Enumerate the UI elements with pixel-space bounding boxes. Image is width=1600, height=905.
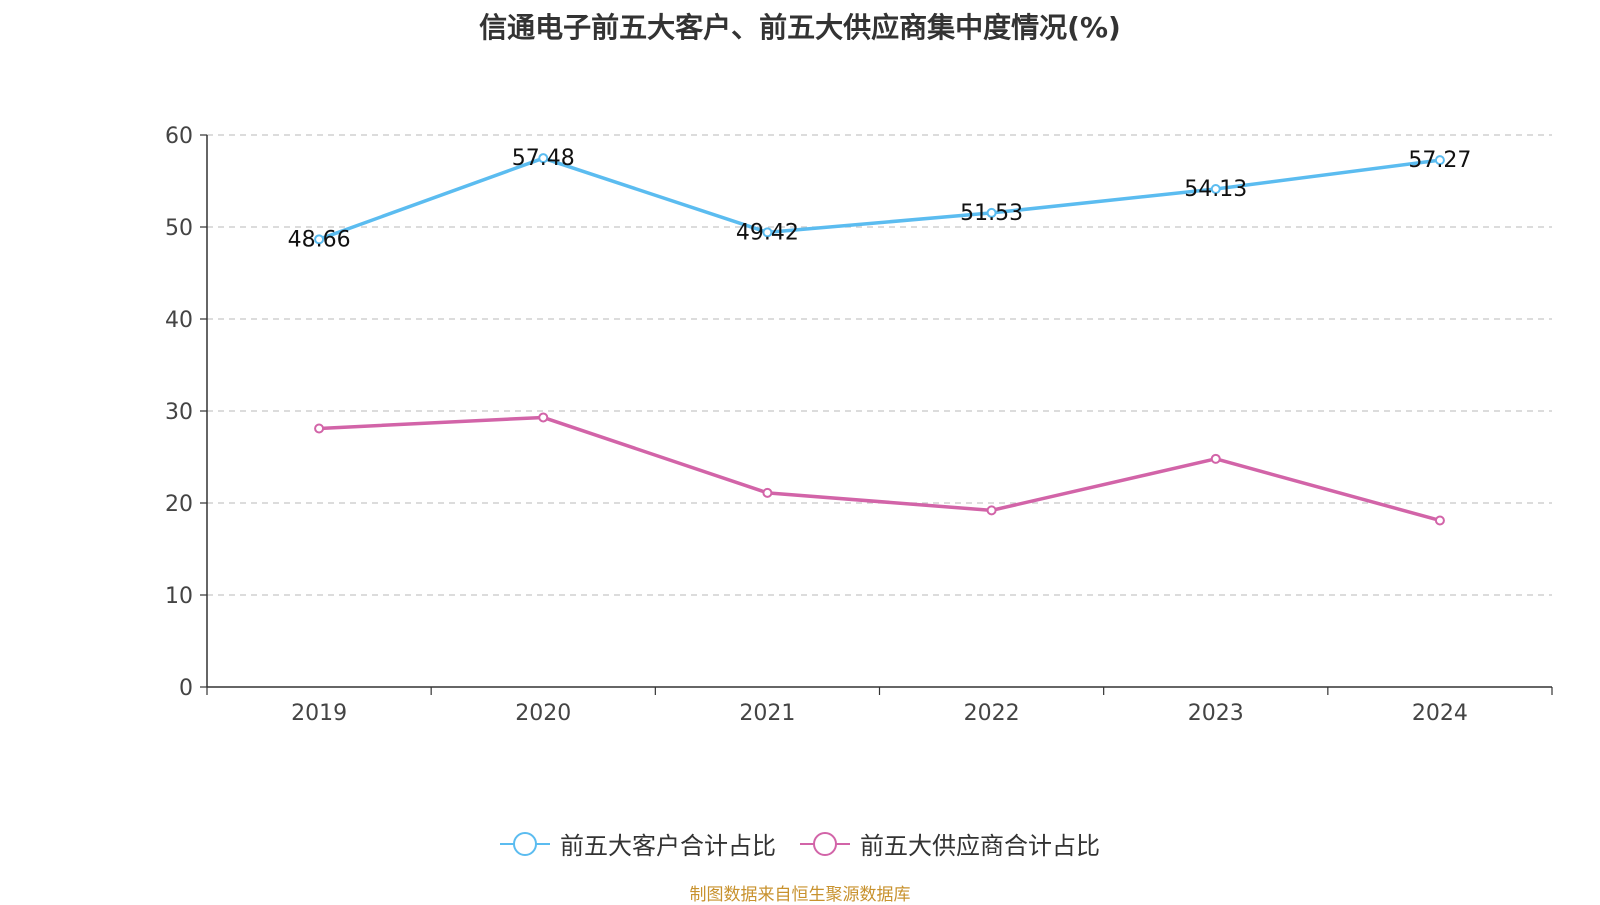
x-tick-label: 2019 [291,701,347,726]
legend: 前五大客户合计占比 前五大供应商合计占比 [0,826,1600,861]
data-label: 54.13 [1184,177,1247,202]
data-point[interactable] [314,423,325,434]
label-layer: 48.66 57.48 49.42 51.53 54.13 57.27 [288,146,1472,252]
y-tick-label: 10 [165,584,193,609]
legend-circle-customers [513,831,537,856]
data-point[interactable] [986,207,997,218]
y-tick-label: 0 [179,676,193,701]
data-point[interactable] [1434,515,1445,526]
data-label: 48.66 [288,227,351,252]
data-label: 57.48 [512,146,575,171]
legend-circle-suppliers [813,831,837,856]
data-point[interactable] [1210,453,1221,464]
legend-label-suppliers: 前五大供应商合计占比 [860,832,1100,860]
y-tick-label: 60 [165,124,193,149]
data-point[interactable] [1210,184,1221,195]
legend-item-suppliers[interactable]: 前五大供应商合计占比 [800,826,1100,861]
series-layer [314,153,1445,526]
data-point[interactable] [762,227,773,238]
series-line [318,156,1441,241]
legend-label-customers: 前五大客户合计占比 [560,832,776,860]
legend-marker-customers [500,831,550,856]
data-point[interactable] [538,412,549,423]
grid-layer [207,134,1552,596]
x-tick-label: 2023 [1188,701,1244,726]
data-label: 49.42 [736,220,799,245]
legend-marker-suppliers [800,831,850,856]
data-label: 51.53 [960,201,1023,226]
y-tick-label: 20 [165,492,193,517]
axis-layer: 0 10 20 30 40 50 60 2019 2020 2021 2022 2023 2024 [165,124,1553,726]
source-note: 制图数据来自恒生聚源数据库 [689,885,911,905]
series-line [318,415,1441,523]
data-point[interactable] [986,505,997,516]
x-tick-label: 2021 [739,701,795,726]
data-point[interactable] [314,234,325,245]
data-point[interactable] [538,153,549,164]
data-point[interactable] [1434,155,1445,166]
x-tick-label: 2022 [964,701,1020,726]
x-tick-label: 2020 [515,701,571,726]
y-tick-label: 40 [165,308,193,333]
legend-item-customers[interactable]: 前五大客户合计占比 [500,826,776,861]
data-point[interactable] [762,487,773,498]
y-tick-label: 30 [165,400,193,425]
chart-title: 信通电子前五大客户、前五大供应商集中度情况(%) [479,11,1121,44]
data-label: 57.27 [1408,148,1471,173]
x-tick-label: 2024 [1412,701,1468,726]
y-tick-label: 50 [165,216,193,241]
